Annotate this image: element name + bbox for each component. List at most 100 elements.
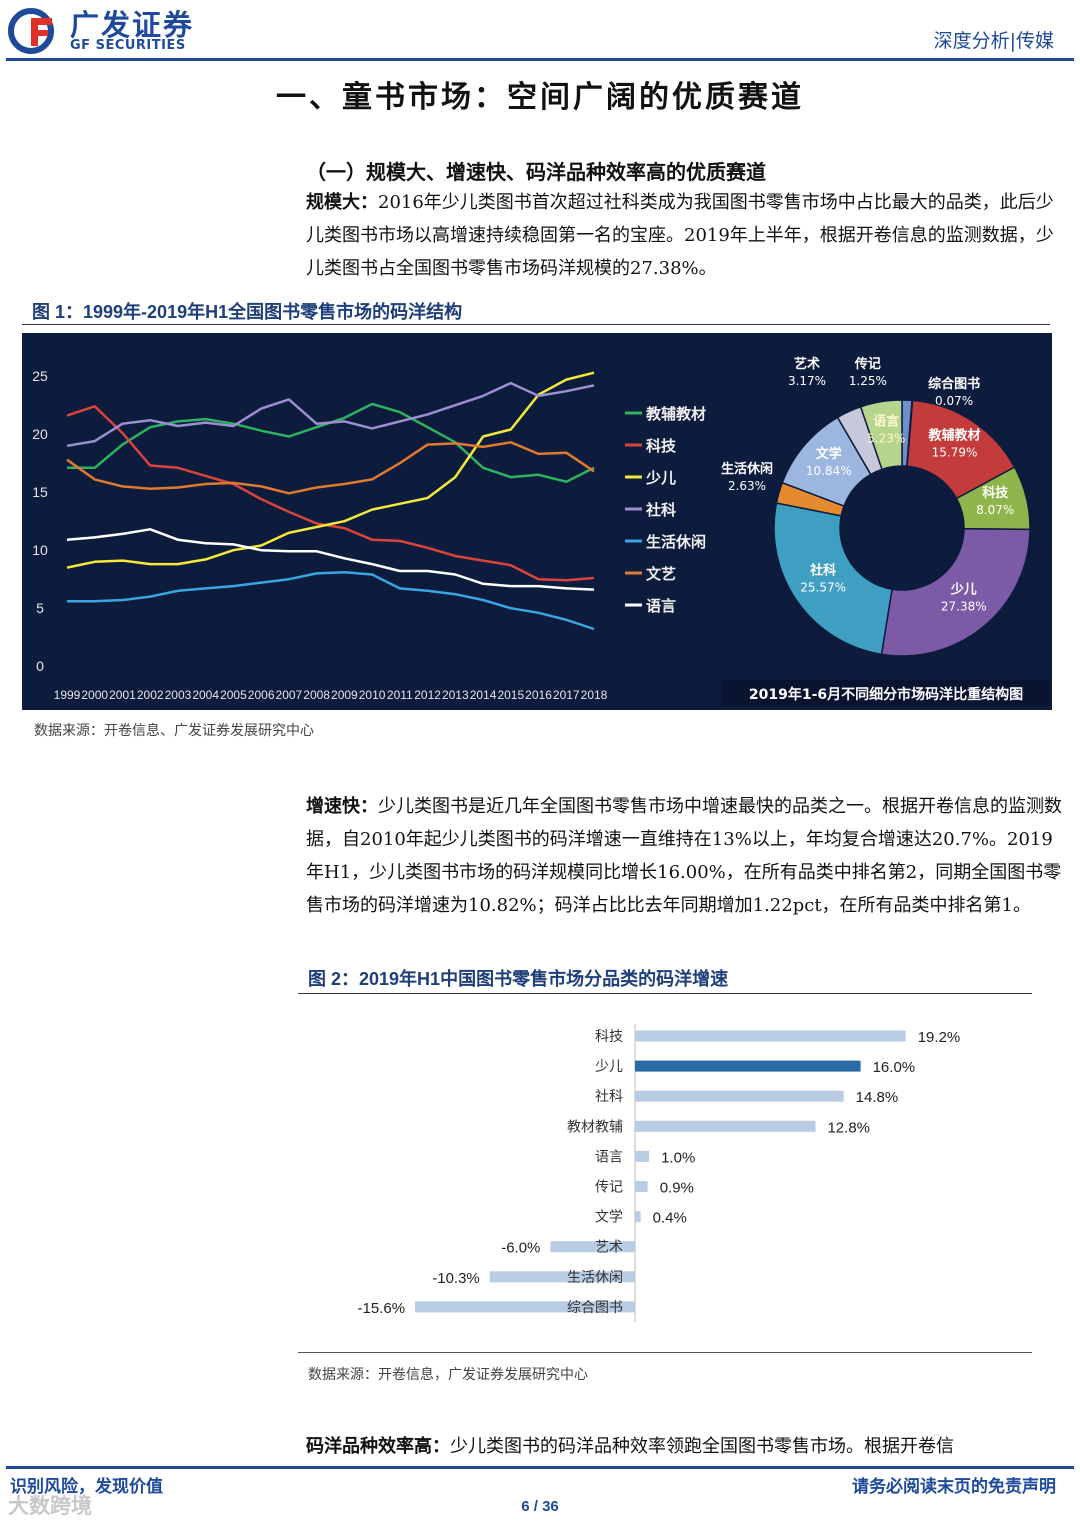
pie-value-label: 3.17% [788, 374, 826, 388]
pie-label: 生活休闲 [721, 461, 773, 477]
bar [635, 1060, 861, 1072]
legend-label: 生活休闲 [646, 533, 706, 551]
logo-icon [8, 8, 54, 54]
legend-label: 教辅教材 [645, 405, 706, 423]
legend-label: 语言 [646, 597, 676, 615]
series-line [67, 570, 595, 631]
category-label: 语言 [595, 1149, 623, 1165]
x-tick-label: 2001 [109, 688, 136, 702]
pie-label: 传记 [854, 356, 881, 372]
footer-disclaimer: 请务必阅读末页的免责声明 [852, 1477, 1056, 1497]
x-tick-label: 2009 [331, 688, 358, 702]
legend-label: 文艺 [646, 565, 676, 583]
paragraph-lead: 规模大： [306, 192, 378, 213]
series-line [66, 441, 595, 495]
pie-slice [859, 399, 903, 471]
data-label: 19.2% [918, 1029, 961, 1046]
pie-label: 科技 [982, 485, 1009, 501]
pie-label: 教辅教材 [928, 428, 981, 444]
pie-slice [773, 502, 893, 656]
x-tick-label: 2017 [553, 688, 580, 702]
bar [415, 1301, 635, 1313]
bar [635, 1181, 648, 1192]
figure-2-title: 图 2：2019年H1中国图书零售市场分品类的码洋增速 [308, 969, 729, 989]
bar [550, 1241, 635, 1253]
footer-divider [6, 1466, 1074, 1469]
pie-value-label: 25.57% [800, 581, 846, 595]
bar-chart: 科技 19.2% 少儿 16.0% 社科 14.8% 教材教辅 12.8% 语言 1.0% 传记 0.… [358, 1024, 961, 1322]
paragraph-scale: 规模大：2016年少儿类图书首次超过社科类成为我国图书零售市场中占比最大的品类，… [306, 186, 1066, 285]
category-label: 综合图书 [567, 1300, 623, 1316]
data-label: 0.9% [660, 1180, 694, 1197]
figure-2-source: 数据来源：开卷信息，广发证券发展研究中心 [308, 1367, 588, 1383]
x-tick-label: 2003 [165, 688, 192, 702]
pie-value-label: 0.07% [935, 394, 973, 408]
pie-label: 艺术 [794, 356, 820, 372]
data-label: 16.0% [873, 1059, 916, 1076]
data-label: 14.8% [856, 1089, 899, 1106]
category-label: 文学 [595, 1210, 623, 1226]
series-line [66, 528, 595, 591]
pie-title-bg [722, 680, 1050, 706]
data-label: -15.6% [358, 1300, 406, 1317]
category-label: 少儿 [595, 1059, 623, 1075]
bar [635, 1090, 844, 1102]
paragraph-text: 少儿类图书的码洋品种效率领跑全国图书零售市场。根据开卷信 [450, 1436, 954, 1457]
y-tick-label: 15 [32, 484, 48, 500]
pie-value-label: 15.79% [932, 446, 978, 460]
brand-name: 广发证券 [70, 8, 195, 42]
y-tick-label: 0 [36, 658, 44, 674]
x-tick-label: 2002 [137, 688, 164, 702]
pie-label: 少儿 [950, 581, 977, 597]
figure-2-rule-top [298, 993, 1032, 994]
bar [635, 1150, 650, 1162]
x-tick-label: 2004 [192, 688, 219, 702]
pie-label: 语言 [873, 413, 899, 429]
figure-1-rule [22, 324, 1050, 325]
category-label: 社科 [595, 1089, 623, 1105]
pie-label: 综合图书 [928, 376, 980, 392]
figure-2-rule-bottom [298, 1352, 1032, 1353]
pie-value-label: 1.25% [849, 374, 887, 388]
paragraph-text: 2016年少儿类图书首次超过社科类成为我国图书零售市场中占比最大的品类，此后少儿… [306, 192, 1054, 279]
category-label: 生活休闲 [567, 1270, 623, 1286]
pie-label: 社科 [809, 563, 836, 579]
y-tick-label: 25 [32, 368, 48, 384]
pie-title: 2019年1-6月不同细分市场码洋比重结构图 [749, 686, 1023, 703]
bar [635, 1120, 816, 1132]
data-label: 0.4% [653, 1210, 687, 1227]
x-tick-label: 2016 [525, 688, 552, 702]
data-label: 1.0% [661, 1149, 695, 1166]
x-tick-label: 2013 [442, 688, 469, 702]
legend-label: 少儿 [645, 469, 676, 487]
figure-1-source: 数据来源：开卷信息、广发证券发展研究中心 [34, 723, 314, 739]
figure-1-panel: 0 5 10 15 20 25 1999 2000 2001 2002 2003 2004 2005 20… [22, 333, 1052, 710]
x-tick-label: 2011 [387, 688, 413, 702]
footer-slogan: 识别风险，发现价值 [10, 1477, 163, 1497]
brand-name-en: GF SECURITIES [70, 38, 186, 53]
x-tick-label: 2018 [581, 688, 608, 702]
bar [635, 1030, 906, 1042]
pie-value-label: 2.63% [728, 479, 766, 493]
paragraph-lead: 增速快： [306, 796, 378, 817]
pie-value-label: 5.23% [867, 431, 905, 445]
x-tick-label: 2007 [276, 688, 303, 702]
legend-label: 科技 [646, 437, 677, 455]
x-tick-label: 2005 [220, 688, 247, 702]
series-line [66, 405, 595, 582]
category-label: 科技 [595, 1029, 623, 1045]
x-tick-label: 2012 [414, 688, 441, 702]
x-tick-label: 2006 [248, 688, 275, 702]
pie-value-label: 10.84% [806, 464, 852, 478]
legend-label: 社科 [645, 501, 676, 519]
report-category: 深度分析|传媒 [933, 30, 1054, 52]
series-line [66, 371, 595, 569]
watermark: 大数跨境 [8, 1494, 92, 1518]
data-label: -10.3% [432, 1270, 480, 1287]
x-tick-label: 1999 [54, 688, 81, 702]
paragraph-text: 少儿类图书是近几年全国图书零售市场中增速最快的品类之一。根据开卷信息的监测数据，… [306, 796, 1062, 916]
x-tick-label: 2015 [497, 688, 524, 702]
series-line [66, 381, 595, 448]
page-number: 6 / 36 [521, 1498, 559, 1515]
